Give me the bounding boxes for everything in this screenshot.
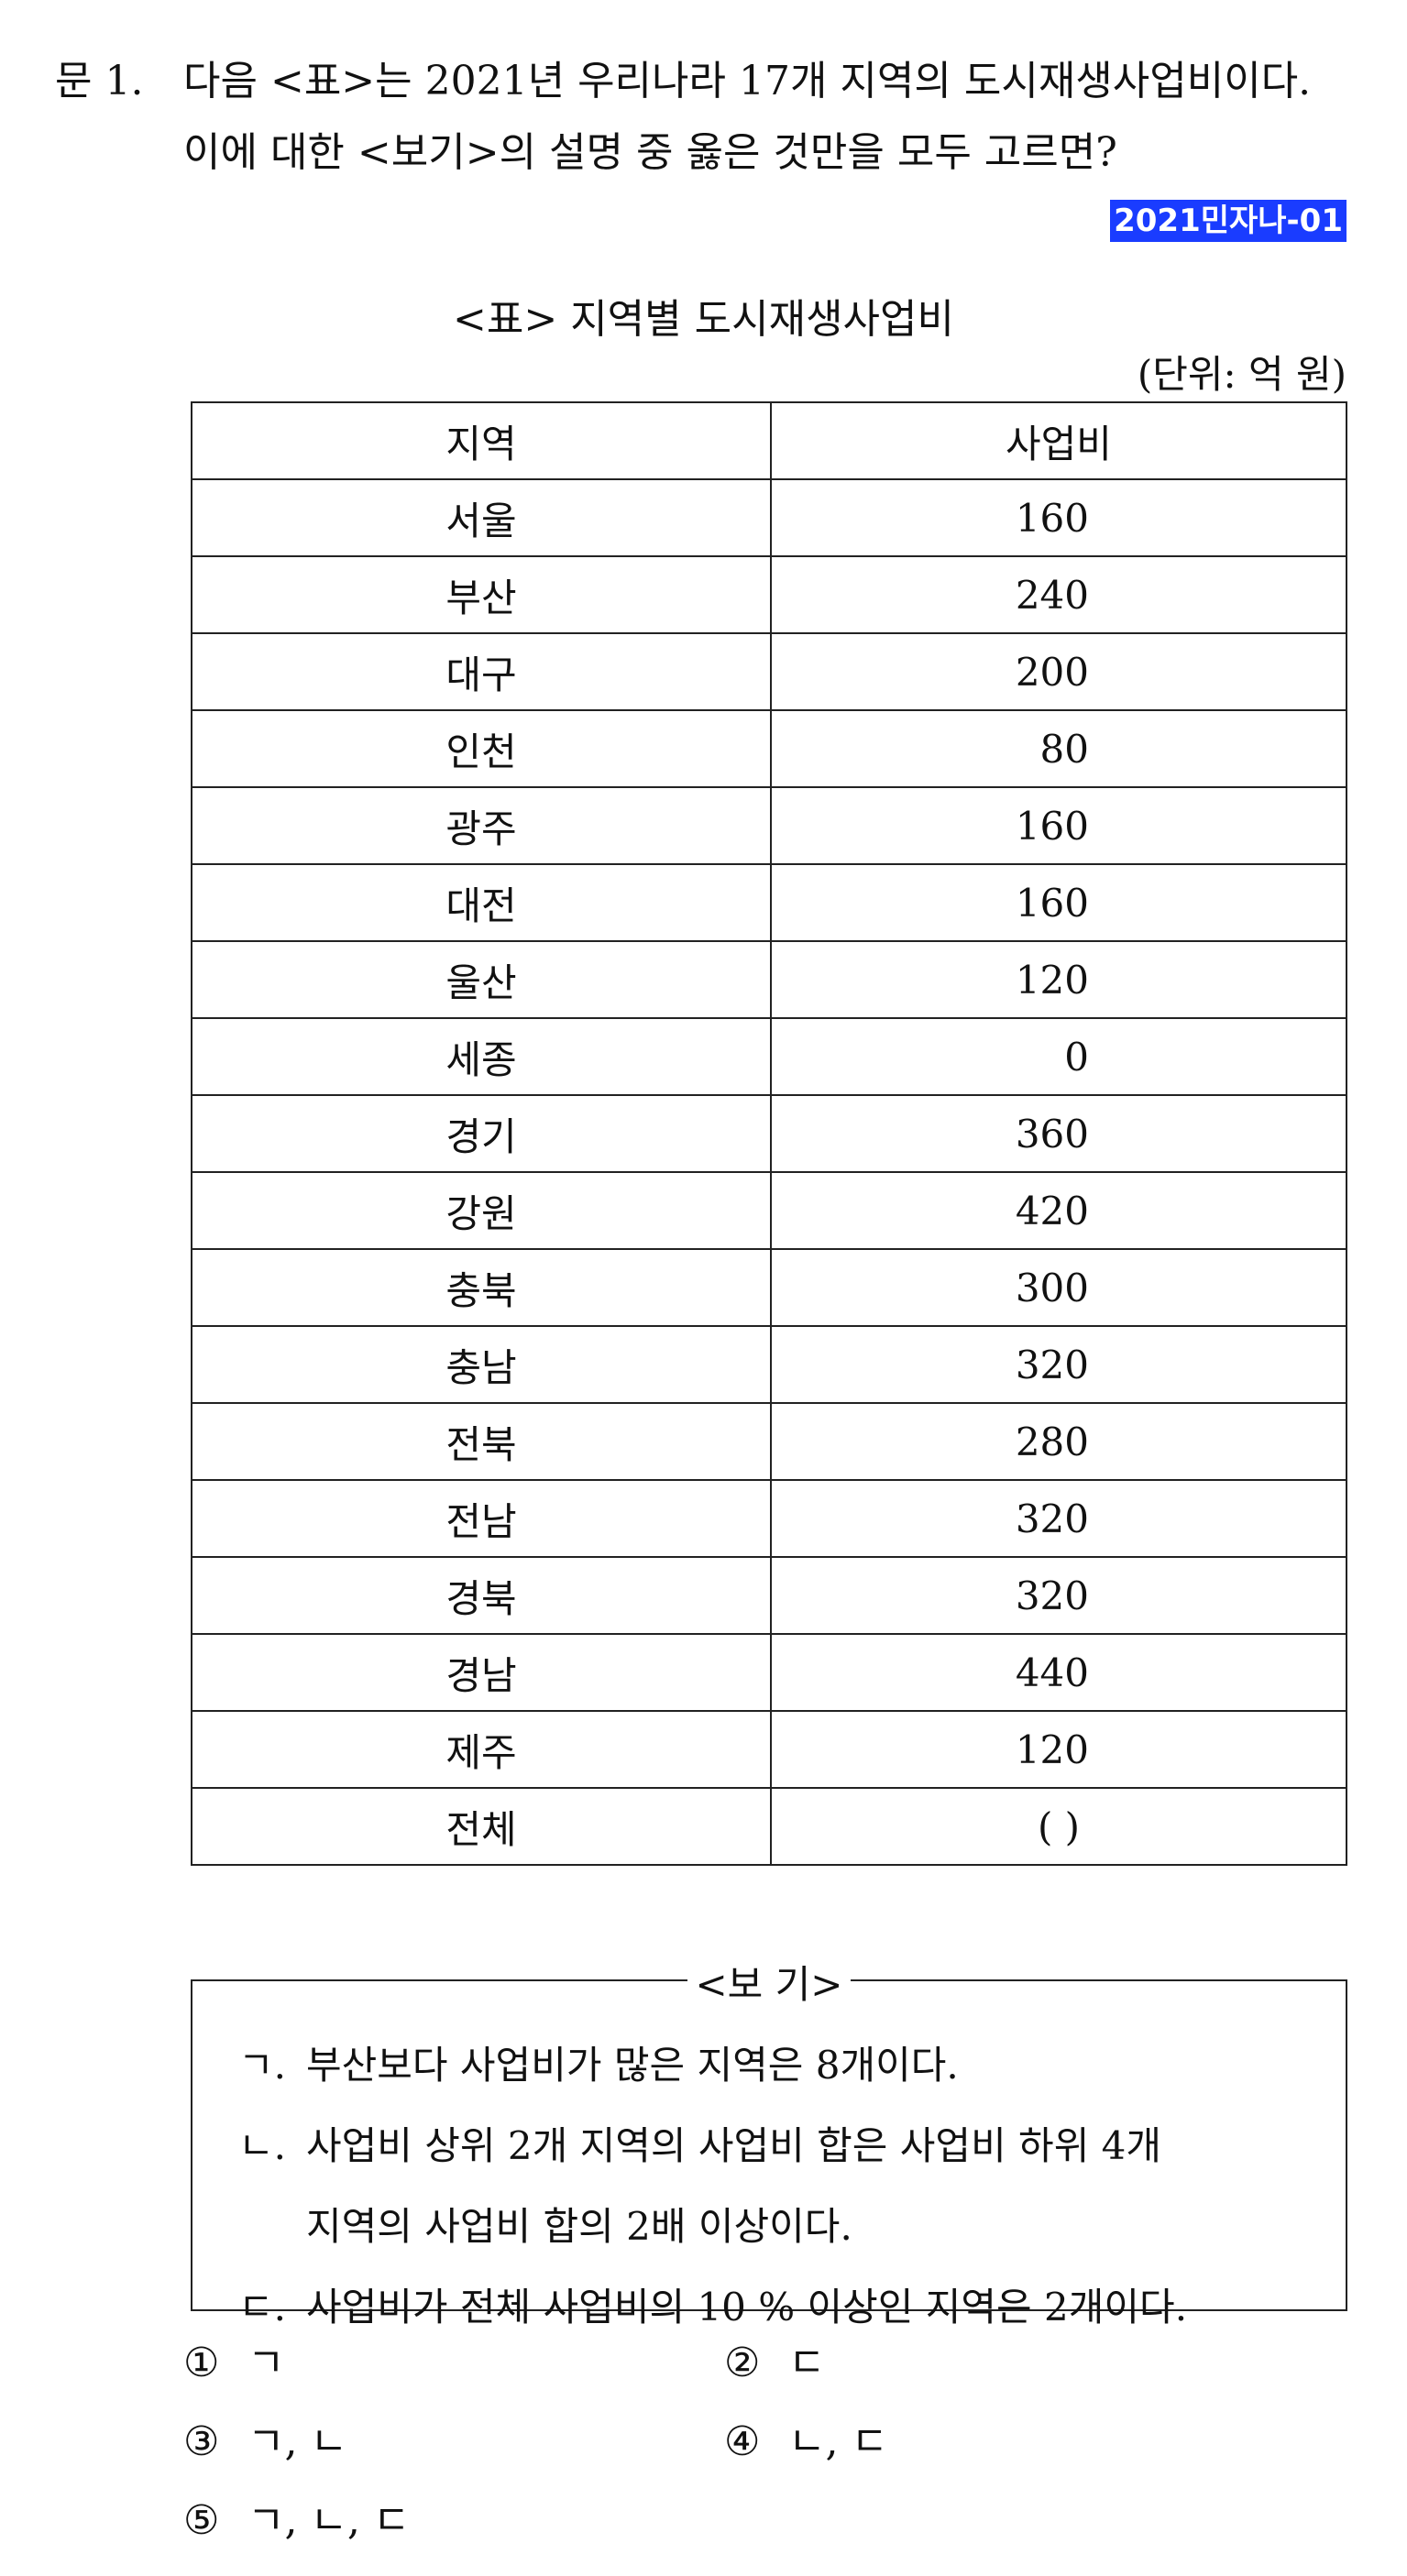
choice-text: ㄱ, ㄴ: [247, 2418, 347, 2465]
table-row: 경기 360: [191, 1094, 1347, 1173]
question: 문 1. 다음 <표>는 2021년 우리나라 17개 지역의 도시재생사업비이…: [55, 46, 1357, 189]
region-cell: 경북: [191, 1556, 772, 1635]
bogi-box: <보 기> ㄱ. 부산보다 사업비가 많은 지역은 8개이다. ㄴ. 사업비 상위 2…: [191, 1962, 1347, 2329]
bogi-item: ㄴ. 사업비 상위 2개 지역의 사업비 합은 사업비 하위 4개: [238, 2106, 1187, 2187]
choice-text: ㄷ: [788, 2340, 826, 2386]
choice-4[interactable]: ④ ㄴ, ㄷ: [724, 2408, 888, 2467]
region-cell: 경남: [191, 1633, 772, 1712]
bogi-text: 사업비 상위 2개 지역의 사업비 합은 사업비 하위 4개: [306, 2123, 1162, 2168]
cost-cell: 440: [770, 1633, 1347, 1712]
header-cost: 사업비: [770, 401, 1347, 480]
table-row: 충북 300: [191, 1248, 1347, 1327]
region-cell: 울산: [191, 940, 772, 1019]
region-cell: 경기: [191, 1094, 772, 1173]
choice-3[interactable]: ③ ㄱ, ㄴ: [183, 2408, 347, 2467]
table-row: 제주 120: [191, 1710, 1347, 1789]
cost-cell: 360: [770, 1094, 1347, 1173]
table-row: 광주 160: [191, 786, 1347, 865]
region-cell: 서울: [191, 478, 772, 557]
cost-cell: 320: [770, 1325, 1347, 1404]
data-table: 지역 사업비 서울 160 부산 240 대구 200 인천 80 광주 160 대전 160 울산 12…: [191, 401, 1347, 1866]
choice-text: ㄱ: [247, 2340, 285, 2386]
bogi-text: 사업비가 전체 사업비의 10 % 이상인 지역은 2개이다.: [306, 2285, 1188, 2329]
region-cell: 대전: [191, 863, 772, 942]
region-cell: 제주: [191, 1710, 772, 1789]
table-header-row: 지역 사업비: [191, 401, 1347, 480]
cost-cell: 240: [770, 555, 1347, 634]
cost-cell: 320: [770, 1479, 1347, 1558]
bogi-text-continued: 지역의 사업비 합의 2배 이상이다.: [306, 2204, 852, 2249]
region-cell: 전남: [191, 1479, 772, 1558]
table-row: 대전 160: [191, 863, 1347, 942]
bogi-title-text: <보 기>: [687, 1962, 851, 2007]
table-row: 전남 320: [191, 1479, 1347, 1558]
cost-cell: 0: [770, 1017, 1347, 1096]
choice-number: ②: [724, 2340, 761, 2386]
table-row: 경북 320: [191, 1556, 1347, 1635]
choice-number: ⑤: [183, 2497, 220, 2544]
table-row: 서울 160: [191, 478, 1347, 557]
cost-cell: 80: [770, 709, 1347, 788]
choice-number: ④: [724, 2418, 761, 2465]
table-unit: (단위: 억 원): [1137, 352, 1347, 397]
question-text-2: 이에 대한 <보기>의 설명 중 옳은 것만을 모두 고르면?: [183, 129, 1117, 176]
bogi-item: ㄷ. 사업비가 전체 사업비의 10 % 이상인 지역은 2개이다.: [238, 2267, 1187, 2348]
question-number: 문 1.: [55, 58, 144, 104]
bogi-title: <보 기>: [192, 1954, 1346, 2010]
region-cell: 충남: [191, 1325, 772, 1404]
cost-cell: 280: [770, 1402, 1347, 1481]
bogi-mark: ㄷ.: [238, 2285, 286, 2329]
cost-cell: 420: [770, 1171, 1347, 1250]
region-cell: 광주: [191, 786, 772, 865]
region-cell: 전북: [191, 1402, 772, 1481]
table-title: <표> 지역별 도시재생사업비: [453, 296, 954, 343]
region-cell: 부산: [191, 555, 772, 634]
choice-number: ③: [183, 2418, 220, 2465]
choice-text: ㄴ, ㄷ: [788, 2418, 888, 2465]
bogi-item: ㄱ. 부산보다 사업비가 많은 지역은 8개이다.: [238, 2025, 1187, 2106]
question-line-1: 문 1. 다음 <표>는 2021년 우리나라 17개 지역의 도시재생사업비이…: [55, 46, 1357, 117]
table-row: 부산 240: [191, 555, 1347, 634]
region-cell: 세종: [191, 1017, 772, 1096]
table-row: 세종 0: [191, 1017, 1347, 1096]
table-row: 전북 280: [191, 1402, 1347, 1481]
choice-5[interactable]: ⑤ ㄱ, ㄴ, ㄷ: [183, 2487, 410, 2546]
cost-cell: 120: [770, 940, 1347, 1019]
header-region: 지역: [191, 401, 772, 480]
bogi-mark: ㄱ.: [238, 2043, 286, 2088]
cost-cell: 160: [770, 478, 1347, 557]
bogi-mark: ㄴ.: [238, 2123, 286, 2168]
region-cell: 강원: [191, 1171, 772, 1250]
choice-number: ①: [183, 2340, 220, 2386]
cost-cell: 120: [770, 1710, 1347, 1789]
question-text-1: 다음 <표>는 2021년 우리나라 17개 지역의 도시재생사업비이다.: [183, 58, 1312, 104]
bogi-text: 부산보다 사업비가 많은 지역은 8개이다.: [306, 2043, 959, 2088]
table-total-row: 전체( ): [191, 1787, 1347, 1866]
table-row: 경남 440: [191, 1633, 1347, 1712]
cost-cell: 200: [770, 632, 1347, 711]
table-row: 대구 200: [191, 632, 1347, 711]
cost-cell: 160: [770, 786, 1347, 865]
cost-cell: 300: [770, 1248, 1347, 1327]
region-cell: 대구: [191, 632, 772, 711]
cost-cell: 160: [770, 863, 1347, 942]
region-cell: 인천: [191, 709, 772, 788]
bogi-items: ㄱ. 부산보다 사업비가 많은 지역은 8개이다. ㄴ. 사업비 상위 2개 지역의 …: [238, 2025, 1187, 2348]
source-tag: 2021민자나-01: [1110, 200, 1347, 242]
cost-cell: 320: [770, 1556, 1347, 1635]
table-row: 충남 320: [191, 1325, 1347, 1404]
choice-text: ㄱ, ㄴ, ㄷ: [247, 2497, 411, 2544]
table-row: 인천 80: [191, 709, 1347, 788]
table-row: 울산 120: [191, 940, 1347, 1019]
total-label: 전체: [191, 1787, 772, 1866]
region-cell: 충북: [191, 1248, 772, 1327]
table-row: 강원 420: [191, 1171, 1347, 1250]
total-blank: ( ): [770, 1787, 1347, 1866]
